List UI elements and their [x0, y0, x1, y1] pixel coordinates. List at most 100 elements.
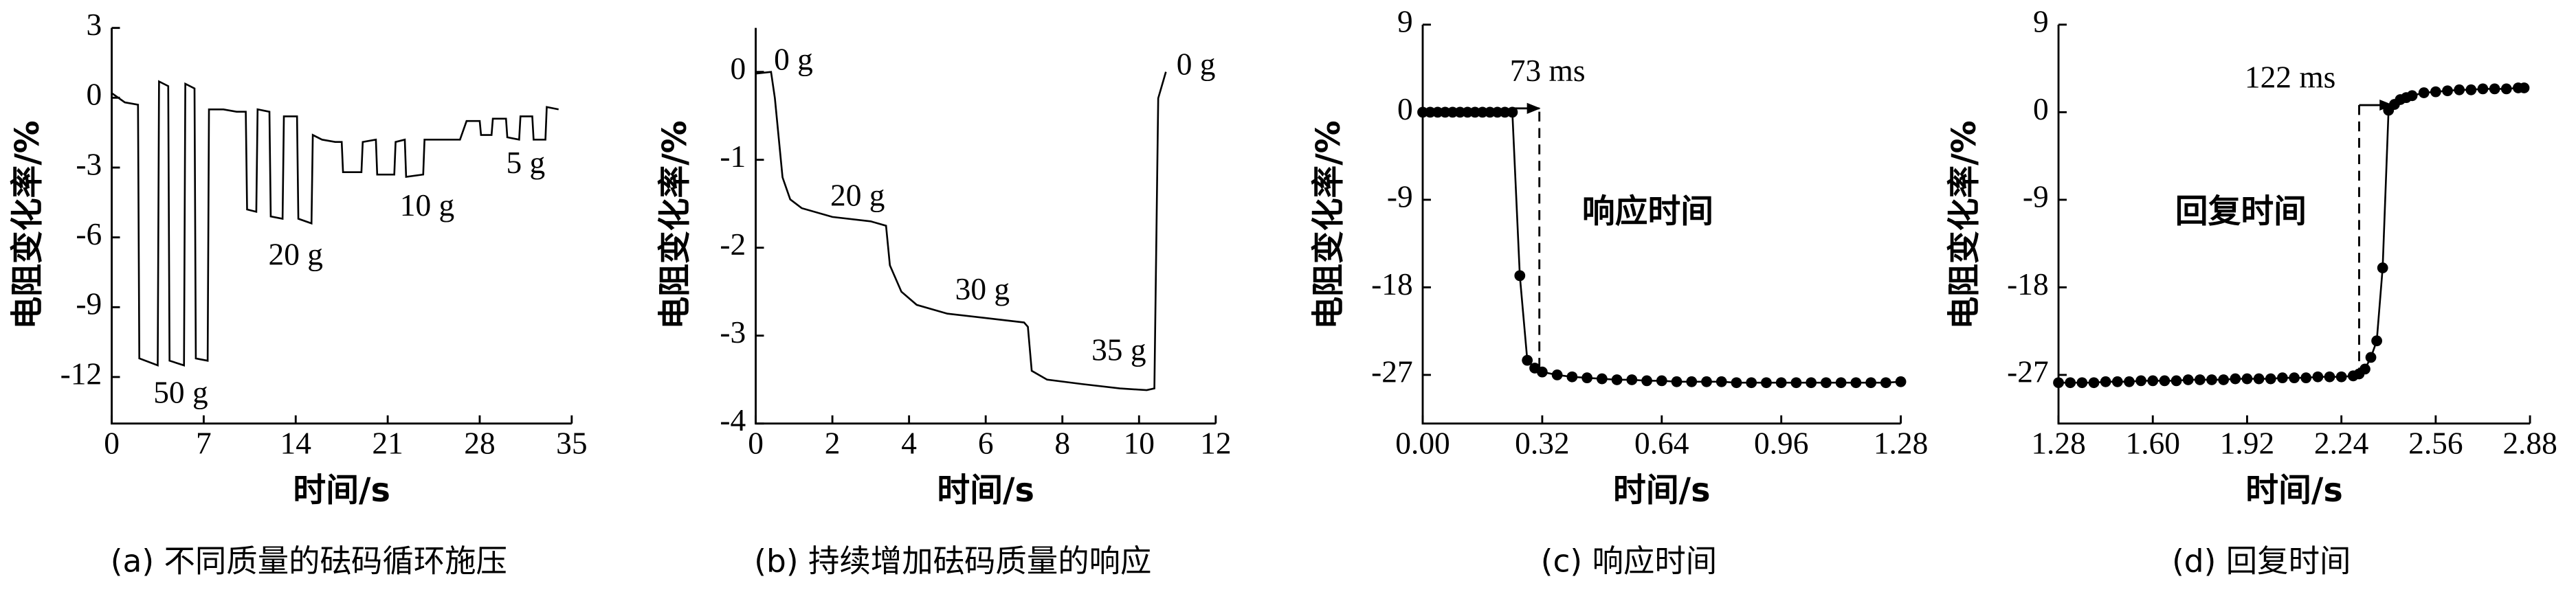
data-point	[2135, 375, 2146, 387]
data-point	[1439, 106, 1451, 118]
data-point	[1865, 377, 1876, 389]
data-point	[1507, 106, 1518, 118]
x-tick-label: 35	[556, 426, 587, 461]
data-point	[1686, 376, 1698, 387]
x-tick-label: 0	[104, 426, 120, 461]
data-point	[1514, 270, 1526, 282]
data-point	[1469, 106, 1480, 118]
x-tick-label: 1.28	[1874, 426, 1928, 461]
annotation: 30 g	[955, 272, 1010, 306]
annotation: 0 g	[1177, 47, 1216, 81]
x-axis-label: 时间/s	[293, 472, 390, 510]
x-tick-label: 10	[1124, 426, 1155, 461]
data-point	[2442, 85, 2453, 97]
data-point	[2170, 375, 2182, 387]
y-tick-label: -1	[720, 139, 746, 174]
data-point	[2206, 374, 2217, 385]
data-point	[2241, 373, 2253, 385]
data-point	[2365, 352, 2377, 363]
data-point	[2300, 372, 2312, 384]
y-tick-label: -9	[76, 287, 102, 321]
annotation: 0 g	[774, 42, 813, 76]
x-tick-label: 1.92	[2220, 426, 2274, 461]
data-point	[2518, 82, 2530, 93]
data-point	[2194, 374, 2206, 385]
x-tick-label: 2.24	[2314, 426, 2368, 461]
data-point	[1701, 376, 1712, 387]
data-point	[2088, 377, 2100, 389]
data-point	[1626, 374, 1638, 385]
data-point	[1835, 377, 1847, 389]
data-point	[1656, 375, 1667, 387]
data-point	[1716, 376, 1727, 387]
x-tick-label: 12	[1200, 426, 1231, 461]
caption: (c) 响应时间	[1541, 543, 1717, 579]
x-tick-label: 2.56	[2408, 426, 2463, 461]
data-point	[1417, 106, 1428, 118]
x-axis-label: 时间/s	[2245, 472, 2343, 510]
y-tick-label: -6	[76, 217, 102, 251]
x-tick-label: 0.96	[1754, 426, 1808, 461]
x-tick-label: 2.88	[2502, 426, 2557, 461]
data-point	[1491, 106, 1503, 118]
data-point	[1462, 106, 1474, 118]
annotation: 响应时间	[1582, 193, 1713, 231]
y-tick-label: -27	[2007, 354, 2049, 389]
data-point	[2418, 87, 2430, 98]
y-tick-label: 0	[730, 52, 746, 86]
annotation: 10 g	[400, 188, 454, 223]
data-point	[2159, 375, 2170, 387]
data-point	[2377, 262, 2388, 273]
data-point	[2111, 376, 2123, 387]
x-tick-label: 0.32	[1515, 426, 1569, 461]
caption: (d) 回复时间	[2172, 543, 2351, 579]
annotation: 122 ms	[2245, 60, 2335, 95]
x-tick-label: 14	[280, 426, 311, 461]
data-point	[1671, 376, 1683, 387]
x-tick-label: 2	[825, 426, 841, 461]
x-tick-label: 6	[978, 426, 994, 461]
data-point	[1484, 106, 1496, 118]
y-tick-label: 3	[86, 8, 102, 42]
data-point	[2065, 377, 2076, 389]
x-tick-label: 1.60	[2126, 426, 2180, 461]
x-tick-label: 7	[196, 426, 212, 461]
y-axis-label: 电阻变化率/%	[656, 120, 694, 329]
y-tick-label: -18	[2007, 267, 2049, 301]
annotation: 73 ms	[1510, 54, 1586, 88]
y-tick-label: -2	[720, 227, 746, 262]
data-point	[1775, 377, 1787, 389]
data-point	[2454, 84, 2465, 95]
y-tick-label: 0	[86, 78, 102, 112]
x-tick-label: 0	[748, 426, 764, 461]
data-point	[2230, 373, 2241, 385]
data-point	[1731, 377, 1742, 389]
data-point	[1821, 377, 1832, 389]
annotation: 5 g	[507, 146, 546, 180]
x-tick-label: 28	[464, 426, 495, 461]
data-point	[2500, 83, 2512, 95]
y-tick-label: -3	[720, 315, 746, 350]
data-point	[1895, 376, 1907, 387]
data-point	[1537, 366, 1548, 378]
y-tick-label: 9	[1397, 4, 1413, 38]
x-tick-label: 0.64	[1634, 426, 1689, 461]
y-tick-label: -9	[2023, 179, 2049, 214]
data-point	[2277, 372, 2288, 384]
y-tick-label: -18	[1371, 267, 1413, 301]
x-tick-label: 1.28	[2031, 426, 2085, 461]
annotation: 35 g	[1091, 332, 1146, 367]
data-point	[2335, 371, 2347, 383]
data-point	[2147, 375, 2159, 387]
data-point	[2371, 335, 2383, 347]
caption: (a) 不同质量的砝码循环施压	[111, 543, 507, 579]
y-axis-label: 电阻变化率/%	[1310, 120, 1348, 329]
annotation: 20 g	[830, 179, 885, 213]
data-point	[2053, 377, 2064, 389]
data-point	[1880, 377, 1891, 389]
data-point	[1806, 377, 1817, 389]
data-point	[2124, 376, 2135, 387]
data-point	[1551, 369, 1563, 380]
